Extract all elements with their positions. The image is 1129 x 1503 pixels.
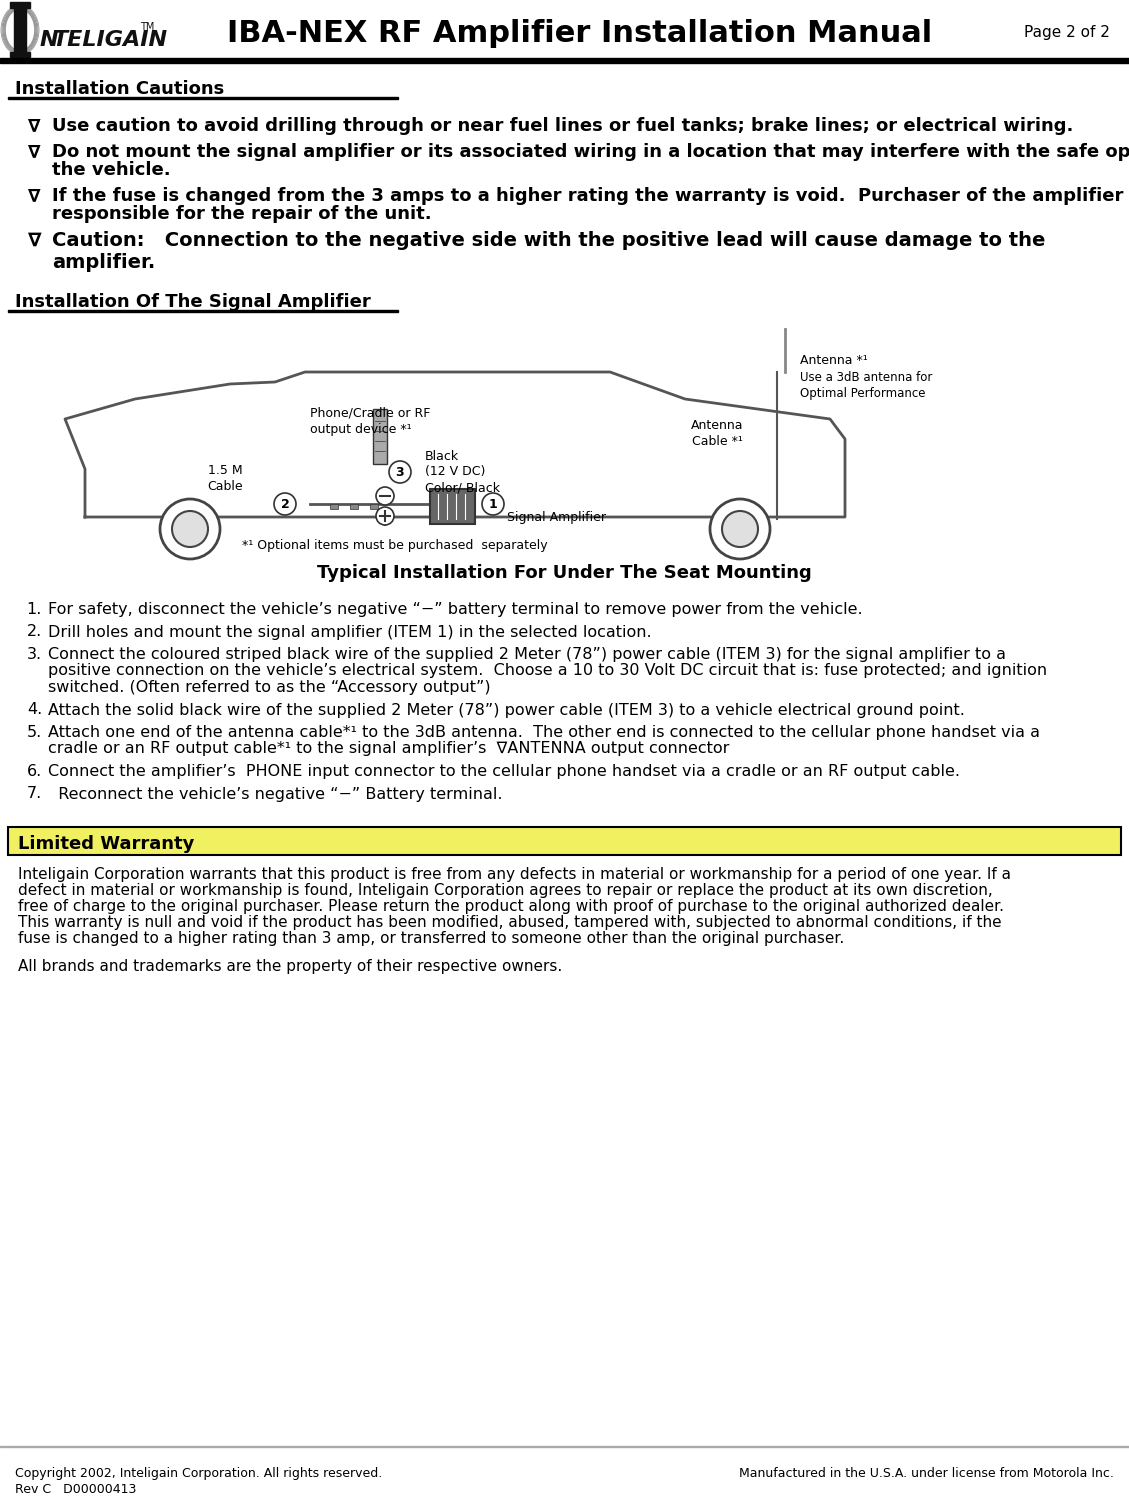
Ellipse shape xyxy=(482,493,504,516)
Text: *¹ Optional items must be purchased  separately: *¹ Optional items must be purchased sepa… xyxy=(243,540,548,552)
Ellipse shape xyxy=(710,499,770,559)
Text: switched. (Often referred to as the “Accessory output”): switched. (Often referred to as the “Acc… xyxy=(49,679,491,694)
Text: Connect the coloured striped black wire of the supplied 2 Meter (78”) power cabl: Connect the coloured striped black wire … xyxy=(49,646,1006,661)
Text: Black
(12 V DC)
Color/ Black: Black (12 V DC) Color/ Black xyxy=(425,449,500,494)
Text: ∇: ∇ xyxy=(28,143,41,161)
Text: Installation Cautions: Installation Cautions xyxy=(15,80,225,98)
Text: Caution:   Connection to the negative side with the positive lead will cause dam: Caution: Connection to the negative side… xyxy=(52,231,1045,249)
Text: 1.5 M
Cable: 1.5 M Cable xyxy=(208,464,243,493)
Text: Use caution to avoid drilling through or near fuel lines or fuel tanks; brake li: Use caution to avoid drilling through or… xyxy=(52,117,1074,135)
Text: amplifier.: amplifier. xyxy=(52,253,156,272)
Bar xyxy=(430,488,475,525)
Bar xyxy=(8,310,399,313)
Text: Signal Amplifier: Signal Amplifier xyxy=(507,511,606,525)
Text: 3.: 3. xyxy=(27,646,42,661)
Bar xyxy=(350,504,358,510)
Text: 3: 3 xyxy=(395,466,404,478)
Text: 5.: 5. xyxy=(27,724,42,739)
Text: Manufactured in the U.S.A. under license from Motorola Inc.: Manufactured in the U.S.A. under license… xyxy=(739,1467,1114,1480)
Bar xyxy=(14,5,26,57)
Ellipse shape xyxy=(376,487,394,505)
Text: If the fuse is changed from the 3 amps to a higher rating the warranty is void. : If the fuse is changed from the 3 amps t… xyxy=(52,186,1129,204)
Text: Phone/Cradle or RF
output device *¹: Phone/Cradle or RF output device *¹ xyxy=(310,407,430,436)
Text: 7.: 7. xyxy=(27,786,42,801)
Text: Antenna *¹: Antenna *¹ xyxy=(800,355,868,367)
Ellipse shape xyxy=(172,511,208,547)
Text: Connect the amplifier’s  PHONE input connector to the cellular phone handset via: Connect the amplifier’s PHONE input conn… xyxy=(49,764,960,779)
Text: free of charge to the original purchaser. Please return the product along with p: free of charge to the original purchaser… xyxy=(18,899,1004,914)
Text: Inteligain Corporation warrants that this product is free from any defects in ma: Inteligain Corporation warrants that thi… xyxy=(18,867,1010,882)
Text: the vehicle.: the vehicle. xyxy=(52,161,170,179)
Text: Drill holes and mount the signal amplifier (ITEM 1) in the selected location.: Drill holes and mount the signal amplifi… xyxy=(49,625,651,639)
Bar xyxy=(8,98,399,99)
Text: 1.: 1. xyxy=(27,603,42,618)
Text: Do not mount the signal amplifier or its associated wiring in a location that ma: Do not mount the signal amplifier or its… xyxy=(52,143,1129,161)
Bar xyxy=(330,504,338,510)
Text: Typical Installation For Under The Seat Mounting: Typical Installation For Under The Seat … xyxy=(316,564,812,582)
Bar xyxy=(373,409,387,464)
Text: 4.: 4. xyxy=(27,702,42,717)
Text: positive connection on the vehicle’s electrical system.  Choose a 10 to 30 Volt : positive connection on the vehicle’s ele… xyxy=(49,663,1047,678)
Bar xyxy=(370,504,378,510)
Bar xyxy=(8,827,1121,855)
Text: cradle or an RF output cable*¹ to the signal amplifier’s  ∇ANTENNA output connec: cradle or an RF output cable*¹ to the si… xyxy=(49,741,729,756)
Bar xyxy=(0,0,1129,63)
Text: IBA-NEX RF Amplifier Installation Manual: IBA-NEX RF Amplifier Installation Manual xyxy=(227,18,933,48)
Text: defect in material or workmanship is found, Inteligain Corporation agrees to rep: defect in material or workmanship is fou… xyxy=(18,882,992,897)
Text: Attach one end of the antenna cable*¹ to the 3dB antenna.  The other end is conn: Attach one end of the antenna cable*¹ to… xyxy=(49,724,1040,739)
Text: 2.: 2. xyxy=(27,625,42,639)
Text: Antenna
Cable *¹: Antenna Cable *¹ xyxy=(691,419,743,448)
Text: 2: 2 xyxy=(281,497,289,511)
Text: ∇: ∇ xyxy=(28,117,41,135)
Text: responsible for the repair of the unit.: responsible for the repair of the unit. xyxy=(52,204,431,222)
Text: TM: TM xyxy=(140,23,155,32)
Bar xyxy=(10,2,30,8)
Text: For safety, disconnect the vehicle’s negative “−” battery terminal to remove pow: For safety, disconnect the vehicle’s neg… xyxy=(49,603,863,618)
Text: Page 2 of 2: Page 2 of 2 xyxy=(1024,26,1110,41)
Text: Attach the solid black wire of the supplied 2 Meter (78”) power cable (ITEM 3) t: Attach the solid black wire of the suppl… xyxy=(49,702,965,717)
Ellipse shape xyxy=(723,511,758,547)
Ellipse shape xyxy=(376,507,394,525)
Text: 1: 1 xyxy=(489,497,498,511)
Bar xyxy=(0,59,1129,63)
Text: fuse is changed to a higher rating than 3 amp, or transferred to someone other t: fuse is changed to a higher rating than … xyxy=(18,930,844,945)
Text: Rev C   D00000413: Rev C D00000413 xyxy=(15,1483,137,1495)
Text: ∇: ∇ xyxy=(28,186,41,204)
Polygon shape xyxy=(65,373,844,517)
Text: Use a 3dB antenna for
Optimal Performance: Use a 3dB antenna for Optimal Performanc… xyxy=(800,371,933,400)
Text: All brands and trademarks are the property of their respective owners.: All brands and trademarks are the proper… xyxy=(18,959,562,974)
Text: 6.: 6. xyxy=(27,764,42,779)
Text: This warranty is null and void if the product has been modified, abused, tampere: This warranty is null and void if the pr… xyxy=(18,915,1001,930)
Text: Installation Of The Signal Amplifier: Installation Of The Signal Amplifier xyxy=(15,293,370,311)
Ellipse shape xyxy=(160,499,220,559)
Bar xyxy=(10,53,30,57)
Text: N: N xyxy=(40,30,59,50)
Ellipse shape xyxy=(274,493,296,516)
Text: TELIGAIN: TELIGAIN xyxy=(53,30,168,50)
Text: ∇: ∇ xyxy=(28,231,42,249)
Text: Limited Warranty: Limited Warranty xyxy=(18,836,194,854)
Text: Reconnect the vehicle’s negative “−” Battery terminal.: Reconnect the vehicle’s negative “−” Bat… xyxy=(49,786,502,801)
Ellipse shape xyxy=(390,461,411,482)
Text: Copyright 2002, Inteligain Corporation. All rights reserved.: Copyright 2002, Inteligain Corporation. … xyxy=(15,1467,383,1480)
